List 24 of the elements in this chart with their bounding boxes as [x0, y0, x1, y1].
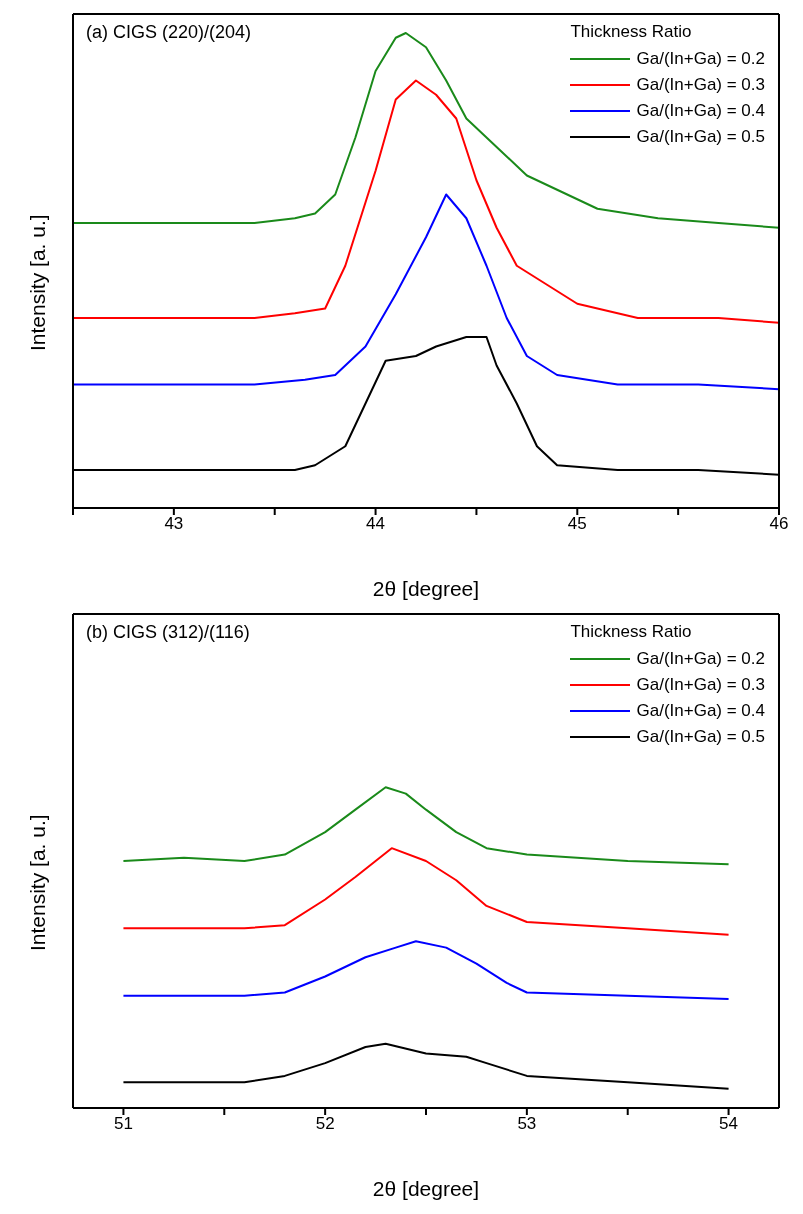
legend-title: Thickness Ratio	[570, 22, 693, 42]
x-tick-label: 44	[366, 514, 386, 534]
y-axis-title: Intensity [a. u.]	[26, 814, 50, 951]
chart-title: (b) CIGS (312)/(116)	[86, 622, 250, 643]
x-axis-title: 2θ [degree]	[372, 577, 480, 600]
legend-label: Ga/(In+Ga) = 0.2	[636, 649, 765, 669]
x-axis-title: 2θ [degree]	[372, 1177, 480, 1200]
legend-label: Ga/(In+Ga) = 0.5	[636, 127, 765, 147]
x-tick-label: 43	[164, 514, 184, 534]
x-tick-label: 53	[517, 1114, 537, 1134]
y-axis-title: Intensity [a. u.]	[26, 214, 50, 351]
legend-label: Ga/(In+Ga) = 0.3	[636, 675, 765, 695]
x-tick-label: 54	[719, 1114, 739, 1134]
chart-title: (a) CIGS (220)/(204)	[86, 22, 252, 43]
x-tick-label: 52	[315, 1114, 335, 1134]
x-tick-label: 46	[769, 514, 789, 534]
legend-label: Ga/(In+Ga) = 0.4	[636, 701, 765, 721]
legend-label: Ga/(In+Ga) = 0.4	[636, 101, 765, 121]
legend-label: Ga/(In+Ga) = 0.2	[636, 49, 765, 69]
x-tick-label: 45	[567, 514, 587, 534]
legend-title: Thickness Ratio	[570, 622, 693, 642]
legend-label: Ga/(In+Ga) = 0.5	[636, 727, 765, 747]
legend-label: Ga/(In+Ga) = 0.3	[636, 75, 765, 95]
x-tick-label: 51	[113, 1114, 133, 1134]
